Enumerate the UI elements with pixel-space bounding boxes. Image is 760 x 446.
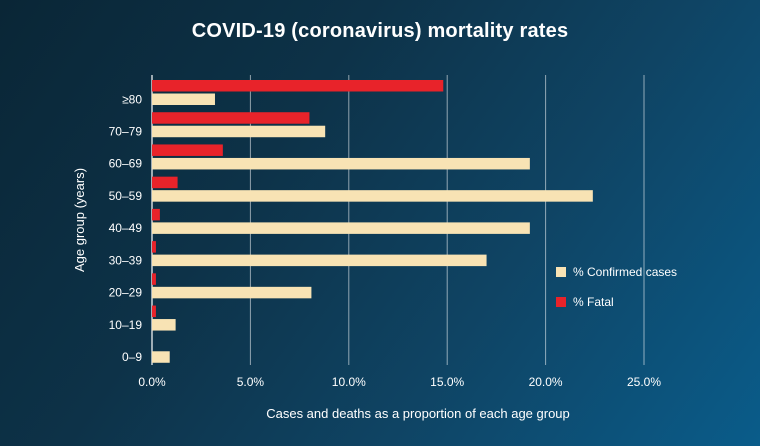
bar-fatal	[152, 273, 156, 285]
bar-fatal	[152, 80, 444, 92]
x-axis-title: Cases and deaths as a proportion of each…	[266, 406, 570, 421]
x-tick-label: 20.0%	[529, 375, 563, 389]
bar-confirmed	[152, 254, 487, 267]
y-tick-label: 70–79	[109, 124, 143, 138]
legend-label: % Confirmed cases	[573, 265, 677, 279]
y-tick-label: 60–69	[109, 157, 143, 171]
chart-title: COVID-19 (coronavirus) mortality rates	[191, 20, 569, 42]
legend-label: % Fatal	[573, 295, 614, 309]
y-axis-title: Age group (years)	[72, 168, 87, 272]
bar-confirmed	[152, 222, 530, 234]
y-tick-label: 20–29	[109, 286, 143, 300]
x-tick-label: 25.0%	[627, 375, 661, 389]
legend-swatch	[556, 297, 566, 307]
bar-confirmed	[152, 319, 176, 331]
legend-swatch	[556, 267, 566, 277]
y-tick-label: 10–19	[109, 318, 143, 332]
x-tick-label: 5.0%	[237, 375, 265, 389]
bar-fatal	[152, 112, 310, 124]
bar-fatal	[152, 208, 160, 221]
x-tick-label: 10.0%	[332, 375, 366, 389]
bar-fatal	[152, 176, 178, 189]
x-tick-label: 0.0%	[138, 375, 166, 389]
bar-confirmed	[152, 286, 312, 299]
y-tick-label: ≥80	[122, 92, 142, 106]
bar-confirmed	[152, 190, 593, 202]
bar-fatal	[152, 241, 156, 253]
bar-confirmed	[152, 157, 530, 170]
y-tick-label: 30–39	[109, 253, 143, 267]
y-tick-label: 50–59	[109, 189, 143, 203]
bar-fatal	[152, 144, 223, 156]
x-tick-label: 15.0%	[430, 375, 464, 389]
bar-confirmed	[152, 351, 170, 363]
bar-confirmed	[152, 125, 326, 138]
y-tick-label: 40–49	[109, 221, 143, 235]
bar-confirmed	[152, 93, 215, 105]
bar-fatal	[152, 305, 156, 318]
y-tick-label: 0–9	[122, 350, 142, 364]
